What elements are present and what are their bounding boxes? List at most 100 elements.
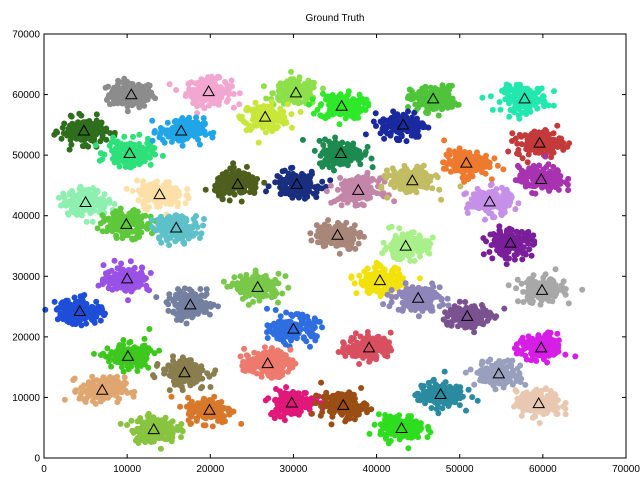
data-point xyxy=(394,137,401,143)
data-point xyxy=(124,108,131,115)
data-point xyxy=(208,80,215,87)
data-point xyxy=(184,186,191,192)
data-point xyxy=(327,177,334,184)
data-point xyxy=(202,186,209,193)
data-point xyxy=(548,283,555,290)
data-point xyxy=(498,194,504,201)
data-point xyxy=(157,200,163,206)
data-point xyxy=(201,216,207,222)
data-point xyxy=(76,135,83,141)
data-point xyxy=(141,90,148,97)
data-point xyxy=(255,139,262,146)
data-point xyxy=(103,96,110,103)
data-point xyxy=(288,111,295,118)
data-point xyxy=(337,111,344,118)
data-point xyxy=(503,228,510,235)
data-point xyxy=(324,228,331,235)
data-point xyxy=(281,93,288,100)
data-point xyxy=(369,164,376,171)
data-point xyxy=(106,142,113,149)
data-point xyxy=(499,251,506,258)
data-point xyxy=(378,185,385,192)
data-point xyxy=(506,255,512,262)
data-point xyxy=(351,98,358,105)
data-point xyxy=(422,244,428,251)
data-point xyxy=(328,240,335,247)
data-point xyxy=(385,281,392,288)
data-point xyxy=(346,112,353,119)
data-point xyxy=(285,284,292,291)
data-point xyxy=(528,252,535,259)
data-point xyxy=(438,196,445,203)
data-point xyxy=(358,107,365,114)
data-point xyxy=(288,68,294,75)
data-point xyxy=(387,122,394,129)
data-point xyxy=(157,131,164,138)
data-point xyxy=(260,83,267,90)
data-point xyxy=(141,274,148,281)
data-point xyxy=(489,106,496,113)
data-point xyxy=(143,282,150,289)
data-point xyxy=(75,123,82,130)
data-point xyxy=(413,129,420,136)
data-point xyxy=(238,198,245,205)
data-point xyxy=(480,235,487,242)
data-point xyxy=(244,107,251,114)
data-point xyxy=(85,143,92,150)
data-point xyxy=(252,119,259,125)
data-point xyxy=(139,153,145,160)
data-point xyxy=(352,154,359,161)
data-point xyxy=(479,94,486,101)
data-point xyxy=(501,209,508,216)
data-point xyxy=(351,280,358,287)
data-point xyxy=(419,120,426,127)
data-point xyxy=(67,112,74,119)
data-point xyxy=(348,274,355,281)
data-point xyxy=(101,191,108,198)
data-point xyxy=(494,162,501,169)
data-point xyxy=(440,165,447,172)
cluster-2 xyxy=(166,73,243,117)
data-point xyxy=(113,235,120,241)
data-point xyxy=(97,201,104,208)
data-point xyxy=(350,236,357,243)
data-point xyxy=(301,89,308,96)
data-point xyxy=(522,237,529,244)
data-point xyxy=(411,236,418,243)
data-point xyxy=(115,77,122,84)
data-point xyxy=(503,248,510,255)
data-point xyxy=(236,101,243,108)
data-point xyxy=(99,212,106,219)
data-point xyxy=(498,233,505,240)
data-point xyxy=(225,87,232,93)
data-point xyxy=(299,136,306,143)
data-point xyxy=(275,82,282,89)
data-point xyxy=(89,132,96,139)
data-point xyxy=(332,134,339,141)
data-point xyxy=(127,258,134,265)
data-point xyxy=(277,191,284,198)
data-point xyxy=(513,247,520,254)
data-point xyxy=(228,177,235,184)
data-point xyxy=(382,123,389,130)
data-point xyxy=(337,174,344,181)
data-point xyxy=(459,174,466,181)
data-point xyxy=(224,98,230,105)
data-point xyxy=(530,272,537,279)
data-point xyxy=(291,99,298,106)
data-point xyxy=(154,178,161,185)
data-point xyxy=(166,81,173,88)
data-point xyxy=(162,229,169,236)
data-point xyxy=(139,213,146,220)
data-point xyxy=(505,148,512,155)
data-point xyxy=(454,101,461,108)
data-point xyxy=(509,138,515,144)
data-point xyxy=(525,228,532,235)
data-point xyxy=(324,155,331,162)
data-point xyxy=(79,206,86,213)
data-point xyxy=(362,149,369,155)
data-point xyxy=(341,225,347,232)
data-point xyxy=(266,105,273,112)
data-point xyxy=(383,167,390,174)
